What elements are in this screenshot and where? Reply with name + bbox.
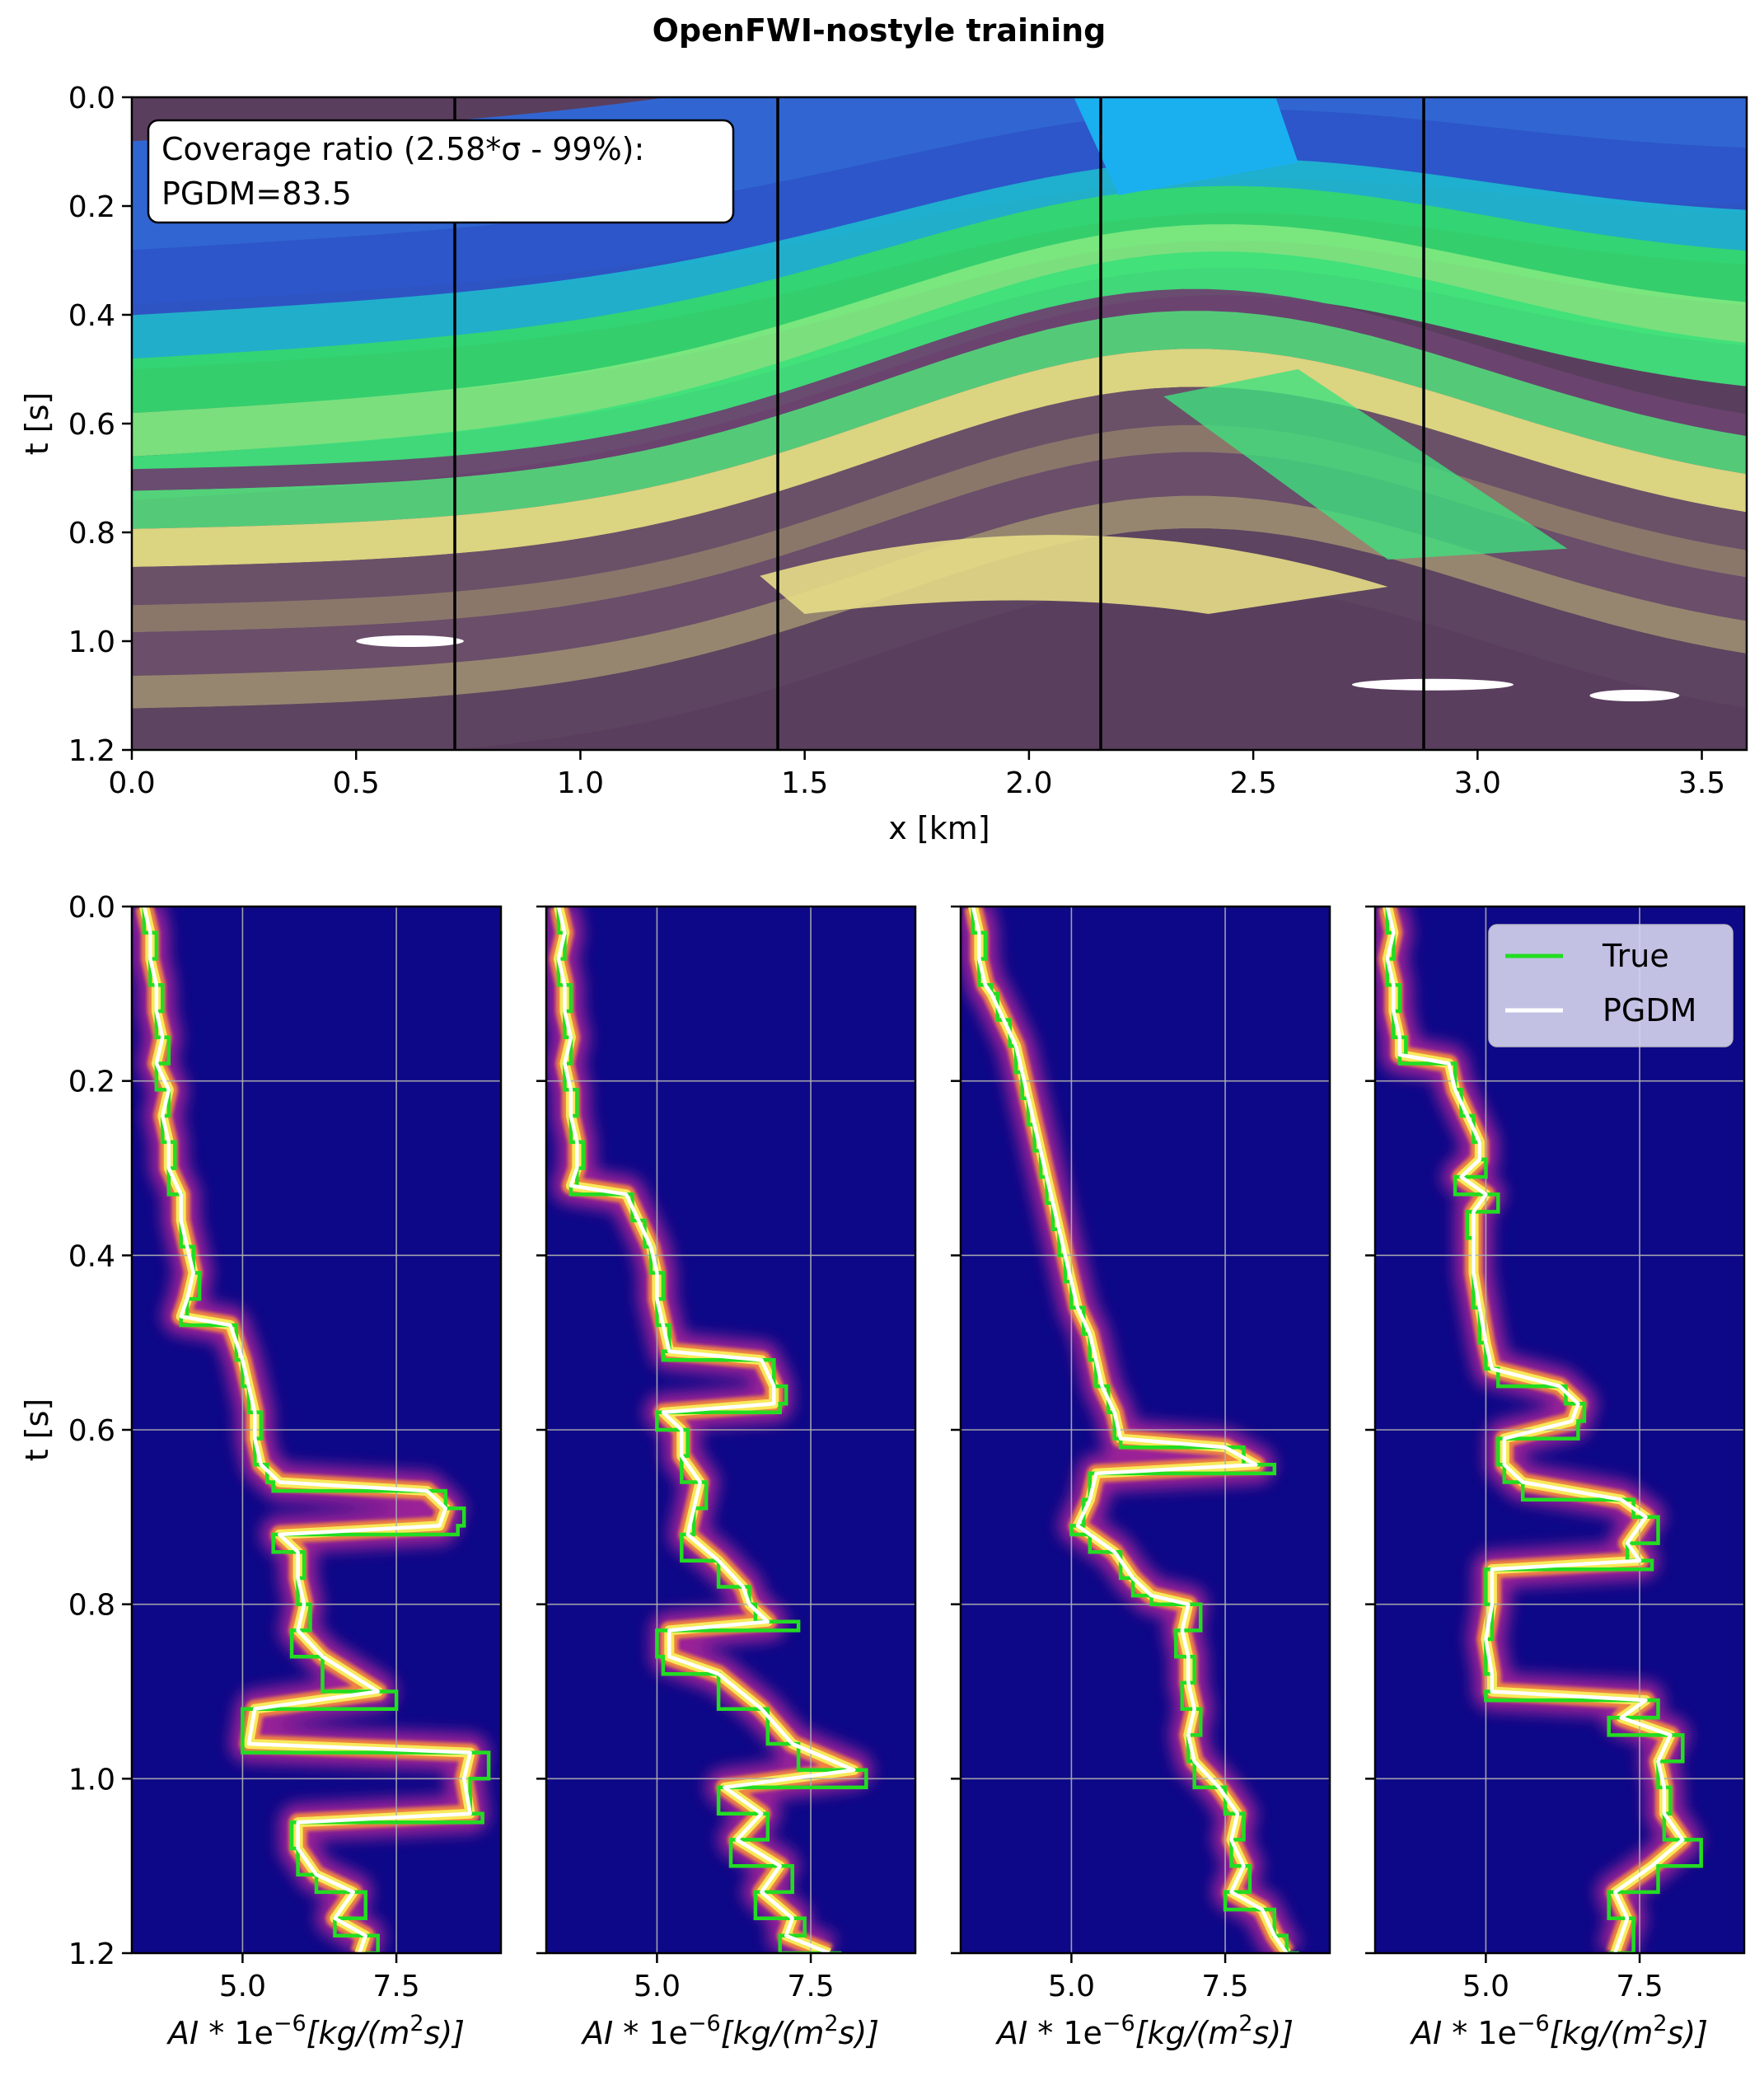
coverage-ratio-text: Coverage ratio (2.58*σ - 99%): (161, 131, 644, 167)
geology-layer (132, 288, 1747, 491)
top-x-tick-label: 1.5 (781, 766, 828, 800)
geology-layer (132, 495, 1747, 709)
trace-lines (142, 907, 491, 1953)
x-axis-label: AI * 1e−6[kg/(m2s)] (166, 2011, 465, 2051)
x-tick-label: 7.5 (1201, 1970, 1248, 2003)
trace-lines (1385, 907, 1703, 1953)
top-x-tick-label: 3.0 (1454, 766, 1501, 800)
x-axis-label: AI * 1e−6[kg/(m2s)] (580, 2011, 879, 2051)
y-tick-label: 1.0 (68, 1763, 115, 1797)
top-y-tick-label: 0.6 (68, 408, 115, 442)
x-tick-label: 5.0 (1462, 1970, 1509, 2003)
x-tick-label: 7.5 (1616, 1970, 1663, 2003)
khaki-lens (760, 535, 1388, 614)
top-y-tick-label: 0.2 (68, 190, 115, 224)
top-heatmap (132, 97, 1747, 750)
top-y-tick-label: 0.0 (68, 82, 115, 115)
x-tick-label: 7.5 (372, 1970, 419, 2003)
legend-true-label: True (1602, 938, 1669, 974)
top-y-tick-label: 1.2 (68, 734, 115, 768)
top-panel: 0.0 0.5 1.0 1.5 2.0 2.5 3.0 3.5 0.0 0.2 0.4 0.6 0.8… (19, 82, 1748, 846)
top-x-tick-label: 2.0 (1005, 766, 1052, 800)
trace-subplot-2: 5.0 7.5 AI * 1e−6[kg/(m2s)] (536, 905, 917, 2051)
x-tick-label: 7.5 (787, 1970, 834, 2003)
x-axis-label: AI * 1e−6[kg/(m2s)] (994, 2011, 1294, 2051)
legend: True PGDM (1488, 924, 1734, 1047)
top-x-tick-label: 0.0 (108, 766, 155, 800)
pgdm-series-line (971, 907, 1289, 1953)
figure-title: OpenFWI-nostyle training (653, 12, 1107, 49)
top-x-tick-label: 3.5 (1678, 766, 1725, 800)
trace-subplot-1: 5.0 7.5 0.0 0.2 0.4 0.6 0.8 1.0 1.2 AI * 1e−6[kg/… (68, 891, 503, 2051)
true-series-line (142, 907, 491, 1953)
y-tick-label: 0.8 (68, 1589, 115, 1623)
white-patch (356, 635, 464, 647)
cyan-cap (1074, 97, 1298, 195)
top-x-tick-label: 0.5 (333, 766, 380, 800)
trace-lines (556, 907, 868, 1953)
white-patch (1351, 678, 1514, 691)
top-x-tick-label: 1.0 (557, 766, 604, 800)
y-tick-label: 0.4 (68, 1239, 115, 1273)
pgdm-series-line (556, 907, 856, 1953)
x-tick-label: 5.0 (1048, 1970, 1095, 2003)
x-axis-label: AI * 1e−6[kg/(m2s)] (1409, 2011, 1708, 2051)
geology-layer (132, 424, 1747, 633)
top-x-tick-label: 2.5 (1229, 766, 1276, 800)
bottom-y-label: t [s] (19, 1399, 55, 1461)
x-tick-label: 5.0 (634, 1970, 681, 2003)
y-tick-label: 0.0 (68, 891, 115, 925)
geology-layer (132, 251, 1747, 500)
grid-lines (132, 906, 501, 1954)
x-tick-label: 5.0 (219, 1970, 266, 2003)
y-tick-label: 0.6 (68, 1414, 115, 1448)
top-y-tick-label: 0.4 (68, 299, 115, 333)
legend-pgdm-label: PGDM (1603, 992, 1696, 1028)
geology-layer (132, 311, 1747, 529)
geology-layer (132, 224, 1747, 457)
white-patch (1589, 690, 1680, 701)
coverage-annotation-box: Coverage ratio (2.58*σ - 99%): PGDM=83.5 (147, 119, 735, 224)
coverage-pgdm-value: PGDM=83.5 (161, 176, 352, 212)
top-y-ticks: 0.0 0.2 0.4 0.6 0.8 1.0 1.2 (68, 82, 132, 768)
true-series-line (556, 907, 868, 1953)
y-tick-label: 1.2 (68, 1937, 115, 1971)
top-y-tick-label: 0.8 (68, 517, 115, 551)
top-y-tick-label: 1.0 (68, 626, 115, 659)
pgdm-series-line (1385, 907, 1685, 1953)
top-y-label: t [s] (19, 392, 55, 455)
y-tick-label: 0.2 (68, 1066, 115, 1099)
trace-subplot-3: 5.0 7.5 AI * 1e−6[kg/(m2s)] (951, 905, 1331, 2051)
trace-lines (971, 907, 1299, 1953)
top-x-ticks: 0.0 0.5 1.0 1.5 2.0 2.5 3.0 3.5 (108, 750, 1725, 800)
trace-subplot-4: 5.0 7.5 AI * 1e−6[kg/(m2s)] True PGDM (1365, 905, 1746, 2051)
fault-block (1163, 369, 1568, 560)
bottom-panels: 5.0 7.5 0.0 0.2 0.4 0.6 0.8 1.0 1.2 AI * 1e−6[kg/… (19, 891, 1746, 2051)
pgdm-series-line (142, 907, 472, 1953)
top-x-label: x [km] (888, 810, 990, 846)
